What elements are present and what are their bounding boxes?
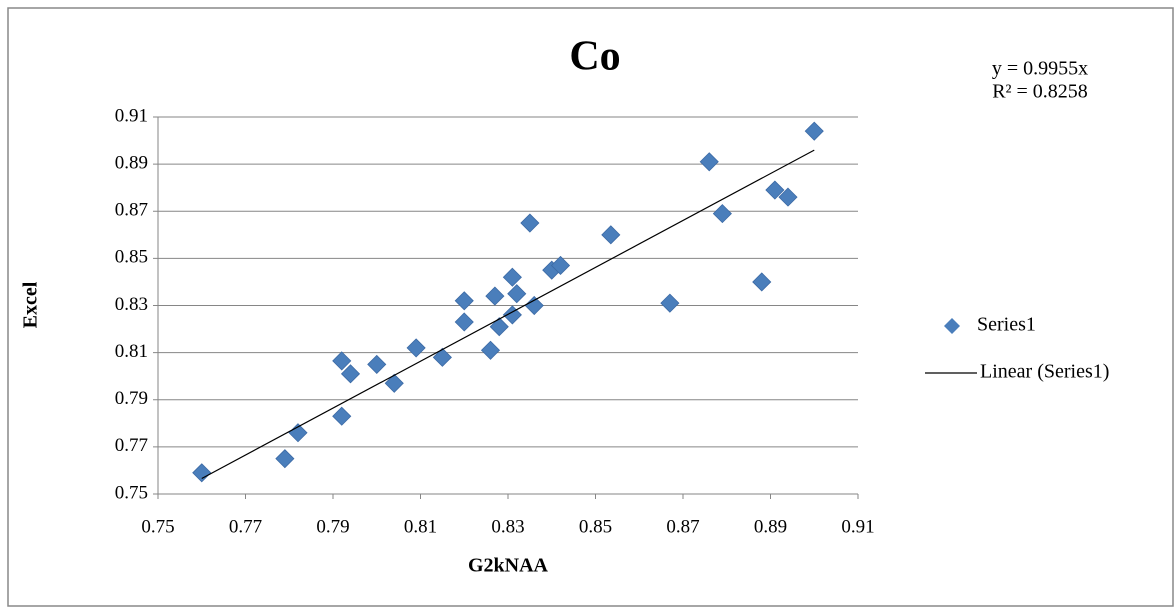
data-point [332, 351, 352, 371]
data-point [480, 340, 501, 360]
y-tick-label: 0.83 [115, 294, 148, 315]
trend-r-squared: R² = 0.8258 [992, 81, 1088, 103]
data-point [332, 406, 352, 426]
x-tick-label: 0.83 [491, 516, 524, 537]
y-tick-label: 0.89 [115, 152, 148, 173]
data-point [367, 354, 387, 374]
data-point [406, 338, 426, 358]
data-point [520, 213, 540, 233]
trend-equation: y = 0.9955x [992, 58, 1088, 80]
chart-frame [7, 7, 1174, 607]
data-point [601, 225, 621, 245]
data-point [454, 312, 474, 332]
data-point [778, 187, 798, 207]
data-point [489, 317, 509, 337]
x-tick-label: 0.77 [229, 516, 262, 537]
data-point [699, 152, 719, 172]
y-tick-label: 0.75 [115, 482, 148, 503]
data-point [485, 286, 505, 306]
data-point [712, 204, 732, 224]
y-tick-label: 0.81 [115, 341, 148, 362]
data-point [502, 267, 522, 287]
data-point [765, 180, 785, 200]
x-axis-label: G2kNAA [468, 555, 549, 577]
data-point [275, 449, 295, 469]
data-point [192, 463, 212, 483]
y-tick-label: 0.87 [115, 200, 148, 221]
x-tick-label: 0.91 [841, 516, 874, 537]
data-point [804, 121, 824, 141]
x-tick-label: 0.75 [141, 516, 174, 537]
data-point [507, 284, 527, 304]
chart-title: Co [569, 34, 620, 80]
data-point [524, 295, 544, 316]
data-point [550, 255, 571, 276]
y-tick-label: 0.91 [115, 105, 148, 126]
data-point [432, 347, 452, 367]
y-tick-label: 0.79 [115, 388, 148, 409]
trend-line [201, 149, 815, 480]
x-tick-label: 0.87 [666, 516, 699, 537]
data-point [502, 305, 522, 325]
x-tick-label: 0.85 [579, 516, 612, 537]
y-axis-label: Excel [20, 281, 42, 328]
legend-label: Linear (Series1) [980, 361, 1109, 383]
data-point [752, 272, 772, 292]
data-point [660, 293, 680, 313]
y-tick-label: 0.77 [115, 435, 148, 456]
x-tick-label: 0.81 [404, 516, 437, 537]
data-point [384, 373, 404, 393]
data-point [340, 364, 361, 384]
legend-label: Series1 [977, 314, 1036, 336]
y-tick-label: 0.85 [115, 247, 148, 268]
x-tick-label: 0.89 [754, 516, 787, 537]
data-point [454, 291, 474, 311]
legend-marker [944, 318, 960, 334]
x-tick-label: 0.79 [316, 516, 349, 537]
